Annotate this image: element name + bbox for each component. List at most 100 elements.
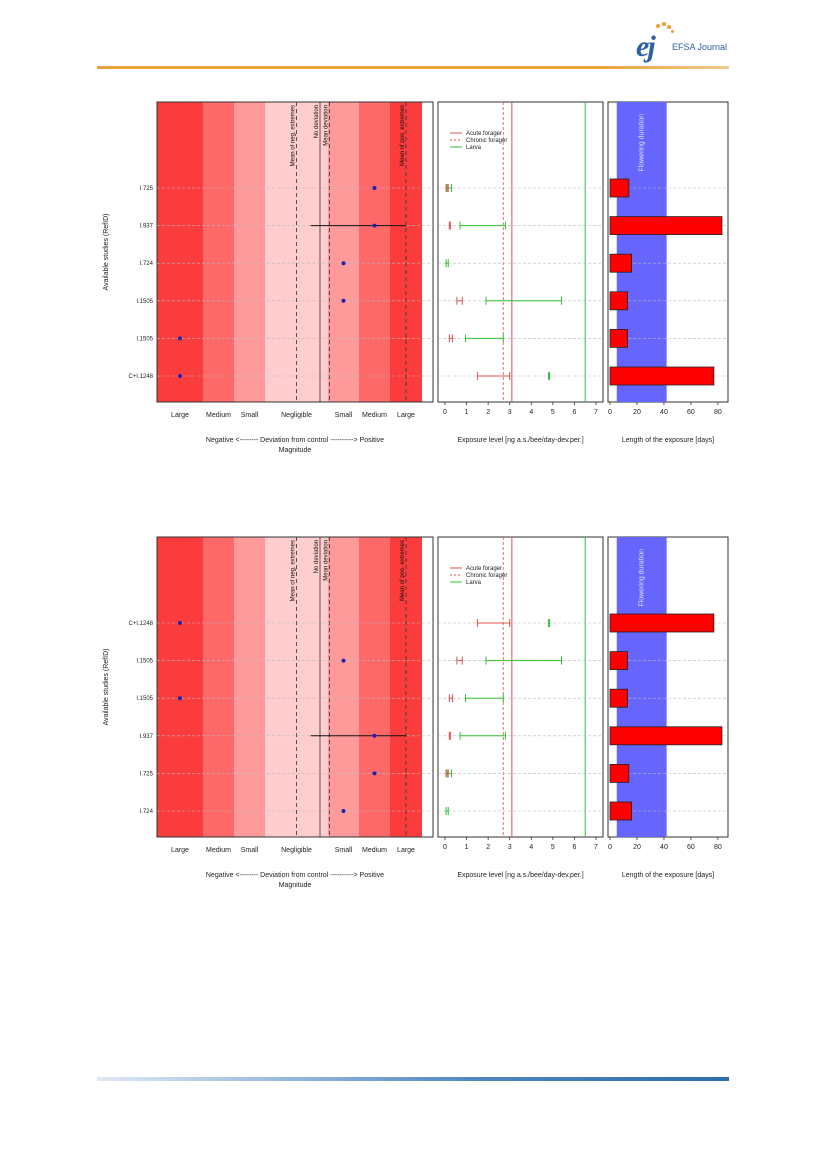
length-bar — [609, 216, 723, 235]
magnitude-band — [234, 537, 265, 837]
exposure-axis-title: Exposure level [ng a.s./bee/day-dev.per.… — [457, 437, 583, 444]
legend-chronic-label: Chronic forager — [466, 138, 507, 144]
length-bar — [609, 366, 715, 386]
legend-chronic-label: Chronic forager — [466, 573, 507, 579]
length-tick-label: 20 — [633, 844, 641, 851]
magnitude-tick-label: Negligible — [281, 847, 312, 854]
length-tick-label: 20 — [633, 409, 641, 416]
magnitude-axis-title: Negative <-------- Deviation from contro… — [206, 437, 384, 444]
magnitude-tick-label: Negligible — [281, 412, 312, 419]
study-label: I.725 — [140, 186, 154, 192]
flowering-band — [616, 102, 667, 402]
reference-line-label: Mean deviation — [323, 105, 329, 146]
study-label: I.724 — [140, 261, 154, 267]
exposure-tick-label: 4 — [529, 409, 533, 416]
exposure-tick-label: 4 — [529, 844, 533, 851]
magnitude-band — [359, 537, 390, 837]
length-axis-title: Length of the exposure [days] — [622, 437, 714, 444]
exposure-tick-label: 2 — [486, 409, 490, 416]
deviation-point — [341, 658, 346, 663]
length-axis-title: Length of the exposure [days] — [622, 872, 714, 879]
deviation-point — [178, 336, 182, 341]
efsa-journal-logo: ej EFSA Journal — [636, 22, 731, 64]
exposure-tick-label: 5 — [551, 409, 555, 416]
magnitude-band — [203, 102, 234, 402]
magnitude-axis-title: Negative <-------- Deviation from contro… — [206, 872, 384, 879]
reference-line-label: Mean of neg. extremes — [291, 540, 297, 601]
length-bar — [609, 328, 628, 348]
exposure-tick-label: 2 — [486, 844, 490, 851]
study-label: I.724 — [140, 809, 154, 815]
exposure-tick-label: 5 — [551, 844, 555, 851]
magnitude-tick-label: Large — [397, 412, 415, 419]
reference-line-label: Mean of pos. extremes — [400, 540, 406, 601]
length-bar — [609, 726, 723, 746]
legend-acute-label: Acute forager — [466, 131, 502, 137]
flowering-band — [616, 537, 667, 837]
study-label: I.937 — [140, 734, 154, 740]
magnitude-tick-label: Medium — [362, 412, 387, 419]
magnitude-band — [157, 102, 203, 402]
magnitude-tick-label: Large — [171, 412, 189, 419]
length-tick-label: 60 — [687, 844, 695, 851]
reference-line-label: No deviation — [314, 105, 320, 138]
exposure-panel-frame — [437, 536, 604, 838]
exposure-tick-label: 3 — [508, 409, 512, 416]
reference-line-label: Mean deviation — [323, 540, 329, 581]
magnitude-band — [328, 537, 359, 837]
length-bar — [609, 688, 628, 708]
figure-top-svg: Mean of neg. extremes No deviation Mean de… — [103, 101, 729, 454]
figure-bottom-svg: Mean of neg. extremes No deviation Mean de… — [103, 536, 729, 889]
journal-name: EFSA Journal — [672, 42, 728, 52]
magnitude-band — [328, 102, 359, 402]
length-bar — [609, 613, 715, 633]
magnitude-tick-label: Medium — [206, 847, 231, 854]
reference-line-label: Mean of neg. extremes — [291, 105, 297, 166]
exposure-panel-frame — [437, 101, 604, 403]
magnitude-tick-label: Medium — [206, 412, 231, 419]
magnitude-tick-label: Small — [241, 412, 259, 419]
exposure-tick-label: 1 — [465, 409, 469, 416]
magnitude-tick-label: Small — [241, 847, 259, 854]
deviation-point — [372, 771, 377, 776]
magnitude-tick-label: Small — [335, 412, 353, 419]
deviation-point — [372, 223, 377, 228]
flowering-label: Flowering duration — [639, 549, 646, 607]
study-label: I.1505 — [136, 299, 153, 305]
exposure-tick-label: 7 — [594, 409, 598, 416]
deviation-point — [372, 733, 377, 738]
magnitude-panel-frame — [156, 536, 434, 838]
length-tick-label: 0 — [608, 844, 612, 851]
magnitude-band — [203, 537, 234, 837]
study-label: I.1505 — [136, 696, 153, 702]
length-bar — [609, 291, 628, 311]
magnitude-tick-label: Medium — [362, 847, 387, 854]
magnitude-band — [359, 102, 390, 402]
reference-line-label: Mean of pos. extremes — [400, 105, 406, 166]
deviation-point — [372, 186, 377, 190]
exposure-tick-label: 6 — [572, 844, 576, 851]
logo-mark: ej — [636, 30, 656, 63]
study-label: I.1505 — [136, 659, 153, 665]
flowering-label: Flowering duration — [639, 114, 646, 172]
deviation-point — [178, 621, 182, 625]
length-bar — [609, 253, 632, 273]
legend-larva-label: Larva — [466, 145, 482, 151]
length-tick-label: 60 — [687, 409, 695, 416]
study-label: I.1505 — [136, 336, 153, 342]
length-tick-label: 0 — [608, 409, 612, 416]
magnitude-panel-frame — [156, 101, 434, 403]
header-rule — [97, 66, 729, 69]
magnitude-tick-label: Large — [397, 847, 415, 854]
legend-acute-label: Acute forager — [466, 566, 502, 572]
exposure-tick-label: 7 — [594, 844, 598, 851]
deviation-point — [341, 261, 346, 266]
length-bar — [609, 763, 630, 783]
deviation-point — [341, 298, 346, 303]
magnitude-tick-label: Large — [171, 847, 189, 854]
exposure-tick-label: 1 — [465, 844, 469, 851]
study-label: C+I.1248 — [128, 374, 153, 380]
exposure-tick-label: 3 — [508, 844, 512, 851]
magnitude-axis-title-2: Magnitude — [279, 882, 312, 889]
exposure-axis-title: Exposure level [ng a.s./bee/day-dev.per.… — [457, 872, 583, 879]
